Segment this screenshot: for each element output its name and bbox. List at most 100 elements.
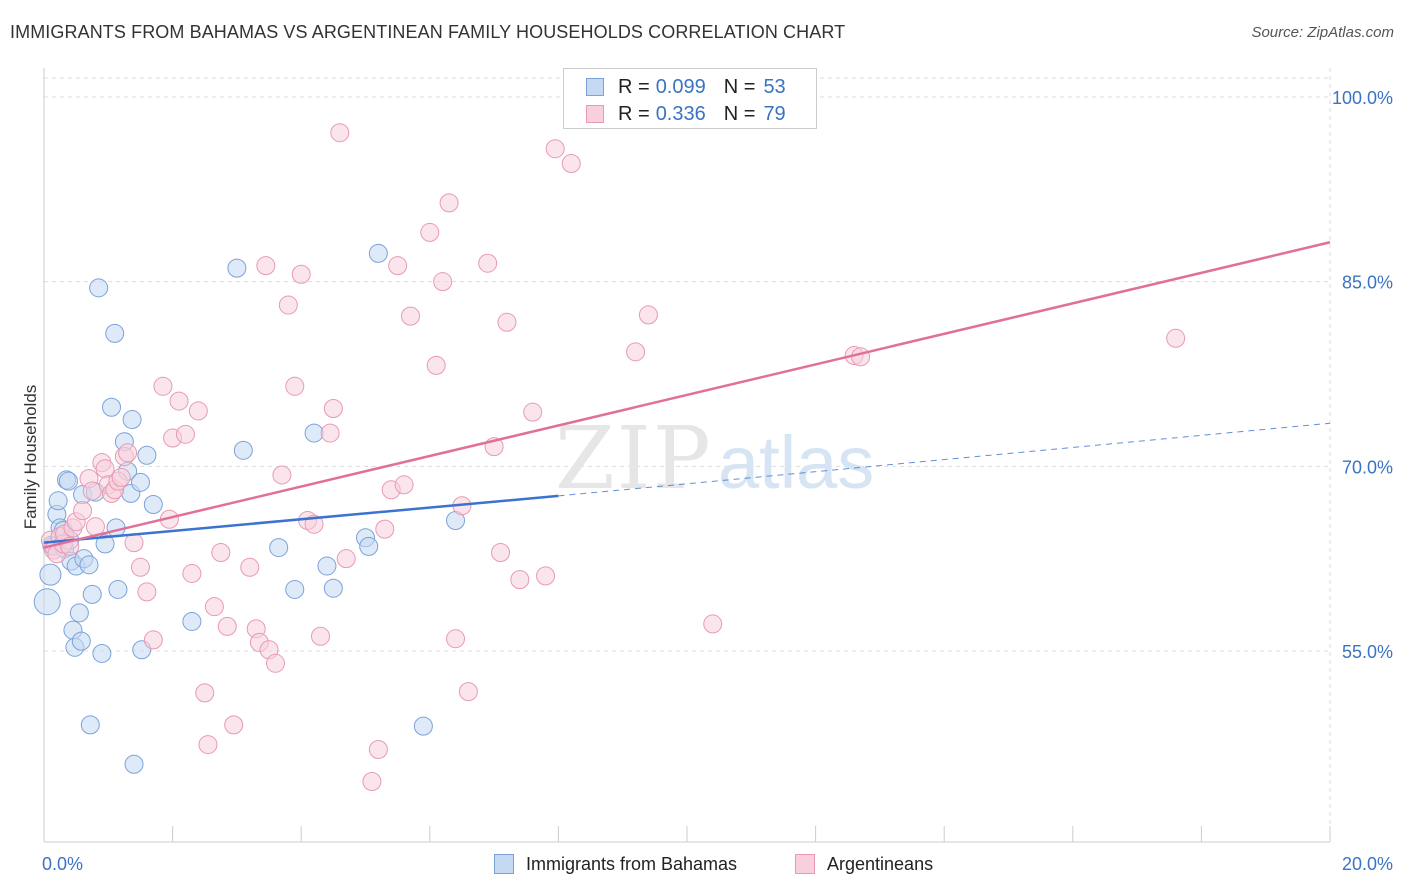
argentinean-point [143,630,163,650]
bahamas-point [233,440,253,460]
axis-layer [43,68,1331,843]
r-label: R = [618,75,650,98]
argentinean-point [73,501,93,521]
argentinean-point [240,557,260,577]
bahamas-point [182,611,202,631]
bahamas-point [92,643,112,663]
argentinean-point [638,305,658,325]
argentinean-point [458,682,478,702]
argentinean-point [211,543,231,563]
argentinean-point [217,616,237,636]
argentinean-point [111,467,131,487]
argentinean-point [130,557,150,577]
bahamas-point [82,584,102,604]
argentinean-point [426,355,446,375]
bahamas-trend-extension [558,422,1331,497]
argentinean-point [182,563,202,583]
y-tick-label: 85.0% [1342,273,1393,293]
argentinean-point [703,614,723,634]
bahamas-point [122,410,142,430]
argentinean-point [272,465,292,485]
bahamas-point [105,323,125,343]
argentinean-point [439,193,459,213]
bahamas-point [368,243,388,263]
x-tick-label-min: 0.0% [42,854,83,874]
n-value-argentineans: 79 [763,102,786,125]
bahamas-legend-swatch [494,854,514,874]
argentinean-point [224,715,244,735]
bahamas-point [69,603,89,623]
argentineans-legend-swatch [795,854,815,874]
x-tick-label-max: 20.0% [1342,854,1393,874]
argentineans-swatch [586,105,604,123]
bahamas-point [413,716,433,736]
bahamas-point [130,472,150,492]
bahamas-point [304,423,324,443]
argentinean-point [561,153,581,173]
argentinean-point [362,771,382,791]
argentineans-legend-label: Argentineans [827,853,934,874]
bahamas-point [285,579,305,599]
bahamas-point [95,534,115,554]
r-value-bahamas: 0.099 [655,75,706,98]
argentinean-point [265,653,285,673]
argentinean-point [323,398,343,418]
bahamas-point [71,631,91,651]
bahamas-point [80,715,100,735]
stats-legend: R = 0.099 N = 53 R = 0.336 N = 79 [563,68,817,129]
bahamas-swatch [586,78,604,96]
points-layer [33,123,1186,791]
bahamas-point [89,278,109,298]
argentinean-point [195,683,215,703]
argentinean-point [82,481,102,501]
argentinean-point [394,475,414,495]
bahamas-point [124,754,144,774]
argentinean-point [401,306,421,326]
stats-legend-row-argentineans: R = 0.336 N = 79 [586,102,786,126]
argentinean-point [491,543,511,563]
argentinean-point [851,347,871,367]
legend-item-bahamas[interactable]: Immigrants from Bahamas [494,852,737,876]
argentinean-trend-line [43,241,1331,549]
n-label: N = [723,102,756,125]
trend-layer [43,241,1331,549]
argentinean-point [175,424,195,444]
bahamas-point [317,556,337,576]
bahamas-point [102,397,122,417]
argentinean-point [388,256,408,276]
bahamas-point [58,471,78,491]
argentinean-point [278,295,298,315]
label-layer: 55.0% 70.0% 85.0% 100.0% 0.0% 20.0% Family Hou… [21,88,1393,874]
watermark-atlas: atlas [718,421,874,504]
watermark-zip: ZIP [555,409,713,509]
argentinean-point [433,272,453,292]
bahamas-trend-line [43,494,559,544]
argentinean-point [285,376,305,396]
source-label: Source: ZipAtlas.com [1251,24,1394,41]
argentinean-point [330,123,350,143]
argentinean-point [368,739,388,759]
argentinean-point [188,401,208,421]
legend-item-argentineans[interactable]: Argentineans [795,852,933,876]
argentinean-point [1166,328,1186,348]
argentinean-point [478,253,498,273]
argentinean-point [320,423,340,443]
argentinean-point [124,533,144,553]
argentinean-point [446,629,466,649]
y-tick-label: 70.0% [1342,457,1393,477]
argentinean-point [375,519,395,539]
argentinean-point [256,256,276,276]
r-label: R = [618,102,650,125]
bahamas-point [39,563,62,586]
argentinean-point [153,376,173,396]
argentinean-point [420,222,440,242]
n-label: N = [723,75,756,98]
bahamas-point [227,258,247,278]
argentinean-point [536,566,556,586]
argentinean-point [497,312,517,332]
argentinean-point [137,582,157,602]
bahamas-point [137,445,157,465]
bahamas-point [359,536,379,556]
watermark: ZIP atlas [555,409,874,509]
